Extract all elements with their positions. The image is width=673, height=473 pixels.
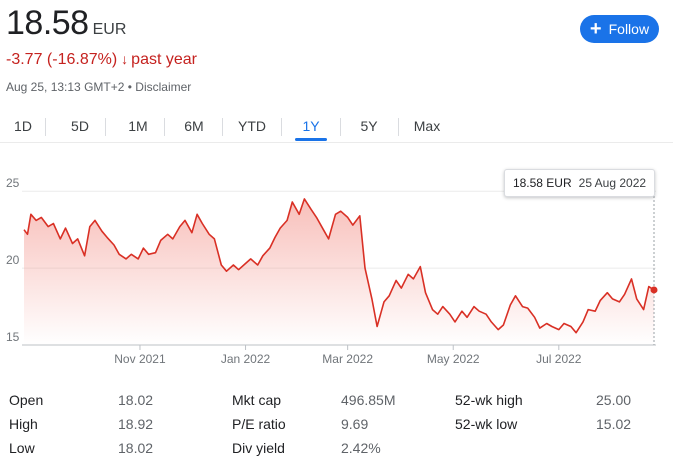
tab-5y[interactable]: 5Y: [360, 118, 378, 134]
current-price: 18.58: [6, 4, 89, 42]
active-tab-indicator: [295, 138, 327, 141]
x-tick-label: Nov 2021: [114, 352, 166, 366]
plus-icon: +: [589, 18, 602, 40]
tab-max[interactable]: Max: [413, 118, 441, 134]
y-tick-label: 15: [6, 330, 20, 344]
y-tick-label: 20: [6, 253, 20, 267]
stat-label-high: High: [9, 416, 38, 432]
price-area-fill: [24, 198, 654, 345]
tab-divider: [105, 118, 106, 136]
stat-value-pe-ratio: 9.69: [341, 416, 369, 432]
tooltip-value: 18.58 EUR: [512, 176, 572, 190]
stat-value-52wk-low: 15.02: [596, 416, 632, 432]
price-line: [23, 198, 655, 334]
tab-1d[interactable]: 1D: [14, 118, 32, 134]
tab-divider: [281, 118, 282, 136]
stat-label-open: Open: [9, 392, 44, 408]
follow-button-label: Follow: [608, 21, 650, 37]
tab-divider: [222, 118, 223, 136]
price-change: -3.77 (-16.87%) ↓ past year: [6, 51, 197, 69]
price-chart[interactable]: 25 20 15 Nov 2021 Jan 2022 Mar 2022 May 2022 J…: [0, 160, 673, 375]
stat-value-low: 18.02: [118, 440, 154, 456]
stat-value-high: 18.92: [118, 416, 154, 432]
stat-label-div-yield: Div yield: [232, 440, 285, 456]
x-tick-label: Jul 2022: [536, 352, 582, 366]
tab-divider: [45, 118, 46, 136]
tab-1y[interactable]: 1Y: [302, 118, 320, 134]
tab-divider: [164, 118, 165, 136]
down-arrow-icon: ↓: [121, 51, 129, 67]
tab-5d[interactable]: 5D: [71, 118, 89, 134]
stat-value-div-yield: 2.42%: [341, 440, 381, 456]
quote-meta: Aug 25, 13:13 GMT+2 • Disclaimer: [6, 80, 191, 94]
tabs-divider: [0, 142, 673, 143]
current-price-dot: [650, 286, 658, 294]
change-period: past year: [131, 51, 197, 68]
tab-1m[interactable]: 1M: [128, 118, 148, 134]
price-header: 18.58 EUR: [6, 4, 126, 43]
x-tick-label: May 2022: [427, 352, 480, 366]
currency-label: EUR: [92, 21, 127, 38]
stat-label-52wk-high: 52-wk high: [455, 392, 523, 408]
meta-separator: •: [127, 80, 132, 94]
y-tick-label: 25: [6, 176, 20, 190]
tab-6m[interactable]: 6M: [184, 118, 204, 134]
x-tick-label: Mar 2022: [322, 352, 373, 366]
stat-value-mkt-cap: 496.85M: [341, 392, 396, 408]
timestamp: Aug 25, 13:13 GMT+2: [6, 80, 125, 94]
x-tick-label: Jan 2022: [221, 352, 271, 366]
tab-divider: [398, 118, 399, 136]
tab-divider: [340, 118, 341, 136]
change-value: -3.77 (-16.87%): [6, 51, 118, 68]
stat-label-mkt-cap: Mkt cap: [232, 392, 282, 408]
range-tabs: 1D 5D 1M 6M YTD 1Y 5Y Max: [0, 114, 673, 142]
stat-label-pe-ratio: P/E ratio: [232, 416, 286, 432]
tooltip-date: 25 Aug 2022: [578, 176, 647, 190]
stat-value-52wk-high: 25.00: [596, 392, 632, 408]
stat-label-low: Low: [9, 440, 35, 456]
disclaimer-link[interactable]: Disclaimer: [135, 80, 192, 94]
stat-label-52wk-low: 52-wk low: [455, 416, 518, 432]
stat-value-open: 18.02: [118, 392, 154, 408]
follow-button[interactable]: + Follow: [580, 15, 659, 43]
tab-ytd[interactable]: YTD: [238, 118, 266, 134]
hover-tooltip: 18.58 EUR 25 Aug 2022: [504, 169, 655, 197]
